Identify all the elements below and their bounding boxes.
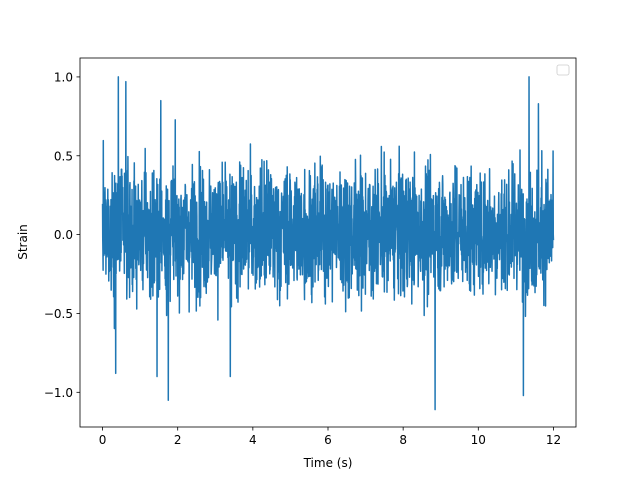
x-tick-label: 8 (399, 433, 407, 447)
x-axis-label: Time (s) (303, 456, 353, 470)
x-tick-label: 6 (324, 433, 332, 447)
y-tick-label: 0.0 (54, 228, 73, 242)
y-axis-label: Strain (16, 224, 30, 260)
series-layer (101, 76, 555, 411)
series-line (101, 76, 555, 411)
legend (556, 64, 570, 76)
y-tick-label: 0.5 (54, 149, 73, 163)
y-tick-label: −0.5 (44, 307, 73, 321)
x-axis-ticks: 0 2 4 6 8 10 12 (99, 427, 561, 447)
x-tick-label: 0 (99, 433, 107, 447)
y-axis-ticks: −1.0 −0.5 0.0 0.5 1.0 (44, 70, 80, 400)
y-tick-label: −1.0 (44, 386, 73, 400)
x-tick-label: 4 (249, 433, 257, 447)
x-tick-label: 10 (471, 433, 486, 447)
x-tick-label: 2 (174, 433, 182, 447)
x-tick-label: 12 (546, 433, 561, 447)
y-tick-label: 1.0 (54, 70, 73, 84)
legend-box (556, 64, 570, 76)
